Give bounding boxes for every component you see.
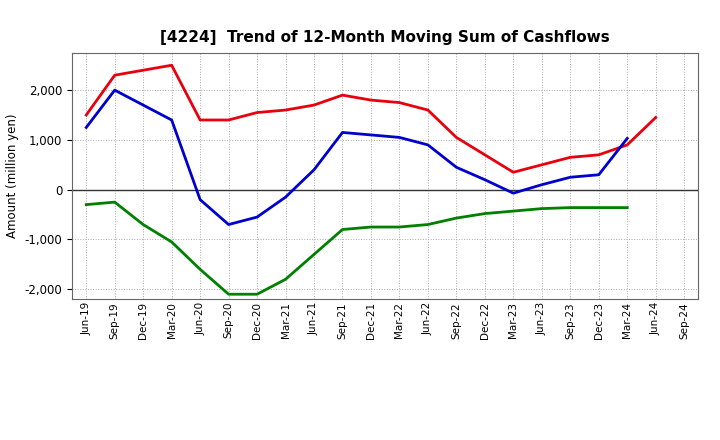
Operating Cashflow xyxy=(110,73,119,78)
Investing Cashflow xyxy=(282,277,290,282)
Y-axis label: Amount (million yen): Amount (million yen) xyxy=(6,114,19,238)
Investing Cashflow xyxy=(196,267,204,272)
Investing Cashflow xyxy=(509,209,518,214)
Investing Cashflow xyxy=(623,205,631,210)
Free Cashflow xyxy=(338,130,347,135)
Free Cashflow xyxy=(395,135,404,140)
Investing Cashflow xyxy=(167,239,176,245)
Operating Cashflow xyxy=(395,100,404,105)
Investing Cashflow xyxy=(110,199,119,205)
Investing Cashflow xyxy=(395,224,404,230)
Free Cashflow xyxy=(537,182,546,187)
Free Cashflow xyxy=(366,132,375,138)
Operating Cashflow xyxy=(652,115,660,120)
Free Cashflow xyxy=(509,191,518,196)
Investing Cashflow xyxy=(139,222,148,227)
Title: [4224]  Trend of 12-Month Moving Sum of Cashflows: [4224] Trend of 12-Month Moving Sum of C… xyxy=(161,29,610,45)
Free Cashflow xyxy=(595,172,603,177)
Free Cashflow xyxy=(310,167,318,172)
Investing Cashflow xyxy=(82,202,91,207)
Investing Cashflow xyxy=(423,222,432,227)
Free Cashflow xyxy=(480,177,489,182)
Investing Cashflow xyxy=(452,216,461,221)
Operating Cashflow xyxy=(366,97,375,103)
Investing Cashflow xyxy=(338,227,347,232)
Operating Cashflow xyxy=(139,68,148,73)
Operating Cashflow xyxy=(338,92,347,98)
Operating Cashflow xyxy=(310,103,318,108)
Investing Cashflow xyxy=(225,292,233,297)
Investing Cashflow xyxy=(310,252,318,257)
Operating Cashflow xyxy=(566,155,575,160)
Operating Cashflow xyxy=(167,62,176,68)
Operating Cashflow xyxy=(196,117,204,123)
Free Cashflow xyxy=(139,103,148,108)
Free Cashflow xyxy=(82,125,91,130)
Free Cashflow xyxy=(423,142,432,147)
Free Cashflow xyxy=(623,136,631,141)
Free Cashflow xyxy=(253,214,261,220)
Free Cashflow xyxy=(167,117,176,123)
Free Cashflow xyxy=(282,194,290,200)
Operating Cashflow xyxy=(480,152,489,158)
Line: Investing Cashflow: Investing Cashflow xyxy=(86,202,627,294)
Line: Operating Cashflow: Operating Cashflow xyxy=(86,65,656,172)
Investing Cashflow xyxy=(537,206,546,211)
Investing Cashflow xyxy=(566,205,575,210)
Free Cashflow xyxy=(110,88,119,93)
Investing Cashflow xyxy=(595,205,603,210)
Free Cashflow xyxy=(452,165,461,170)
Line: Free Cashflow: Free Cashflow xyxy=(86,90,627,224)
Operating Cashflow xyxy=(225,117,233,123)
Operating Cashflow xyxy=(452,135,461,140)
Investing Cashflow xyxy=(366,224,375,230)
Operating Cashflow xyxy=(82,112,91,117)
Operating Cashflow xyxy=(537,162,546,168)
Operating Cashflow xyxy=(423,107,432,113)
Operating Cashflow xyxy=(282,107,290,113)
Operating Cashflow xyxy=(253,110,261,115)
Free Cashflow xyxy=(566,175,575,180)
Operating Cashflow xyxy=(509,170,518,175)
Free Cashflow xyxy=(225,222,233,227)
Investing Cashflow xyxy=(253,292,261,297)
Operating Cashflow xyxy=(595,152,603,158)
Investing Cashflow xyxy=(480,211,489,216)
Free Cashflow xyxy=(196,197,204,202)
Operating Cashflow xyxy=(623,142,631,147)
